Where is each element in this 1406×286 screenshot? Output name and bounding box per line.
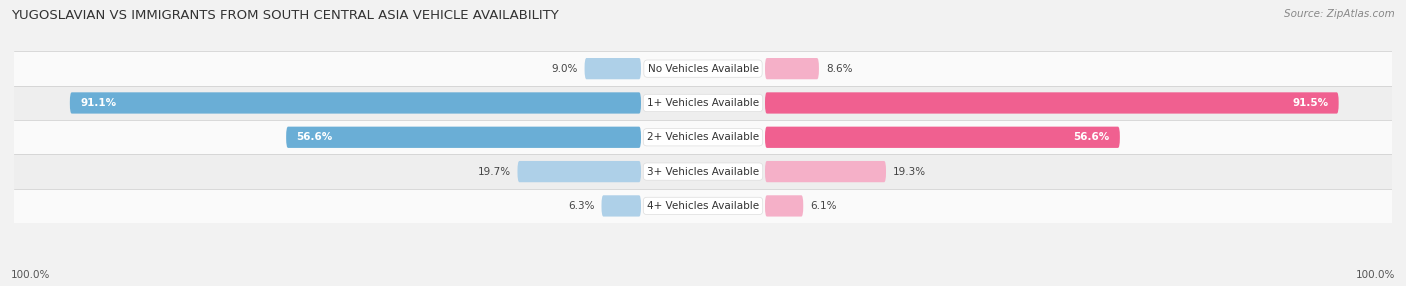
Text: 4+ Vehicles Available: 4+ Vehicles Available: [647, 201, 759, 211]
FancyBboxPatch shape: [765, 58, 818, 79]
Bar: [14, 51, 1392, 86]
Text: No Vehicles Available: No Vehicles Available: [648, 64, 758, 74]
FancyBboxPatch shape: [70, 92, 641, 114]
Text: Source: ZipAtlas.com: Source: ZipAtlas.com: [1284, 9, 1395, 19]
FancyBboxPatch shape: [765, 195, 803, 217]
Text: 19.7%: 19.7%: [478, 167, 510, 176]
Text: 9.0%: 9.0%: [551, 64, 578, 74]
Text: 100.0%: 100.0%: [1355, 270, 1395, 280]
Text: 3+ Vehicles Available: 3+ Vehicles Available: [647, 167, 759, 176]
Bar: [14, 120, 1392, 154]
Text: 56.6%: 56.6%: [1073, 132, 1109, 142]
Text: 100.0%: 100.0%: [11, 270, 51, 280]
Text: YUGOSLAVIAN VS IMMIGRANTS FROM SOUTH CENTRAL ASIA VEHICLE AVAILABILITY: YUGOSLAVIAN VS IMMIGRANTS FROM SOUTH CEN…: [11, 9, 560, 21]
Text: 2+ Vehicles Available: 2+ Vehicles Available: [647, 132, 759, 142]
Text: 56.6%: 56.6%: [297, 132, 333, 142]
Bar: [14, 154, 1392, 189]
Text: 6.3%: 6.3%: [568, 201, 595, 211]
Text: 6.1%: 6.1%: [810, 201, 837, 211]
Text: 91.1%: 91.1%: [80, 98, 117, 108]
Text: 91.5%: 91.5%: [1292, 98, 1329, 108]
Bar: [14, 86, 1392, 120]
FancyBboxPatch shape: [765, 127, 1119, 148]
Text: 1+ Vehicles Available: 1+ Vehicles Available: [647, 98, 759, 108]
Text: 8.6%: 8.6%: [825, 64, 852, 74]
Bar: [14, 189, 1392, 223]
FancyBboxPatch shape: [765, 92, 1339, 114]
FancyBboxPatch shape: [517, 161, 641, 182]
FancyBboxPatch shape: [585, 58, 641, 79]
FancyBboxPatch shape: [287, 127, 641, 148]
FancyBboxPatch shape: [602, 195, 641, 217]
Text: 19.3%: 19.3%: [893, 167, 927, 176]
FancyBboxPatch shape: [765, 161, 886, 182]
